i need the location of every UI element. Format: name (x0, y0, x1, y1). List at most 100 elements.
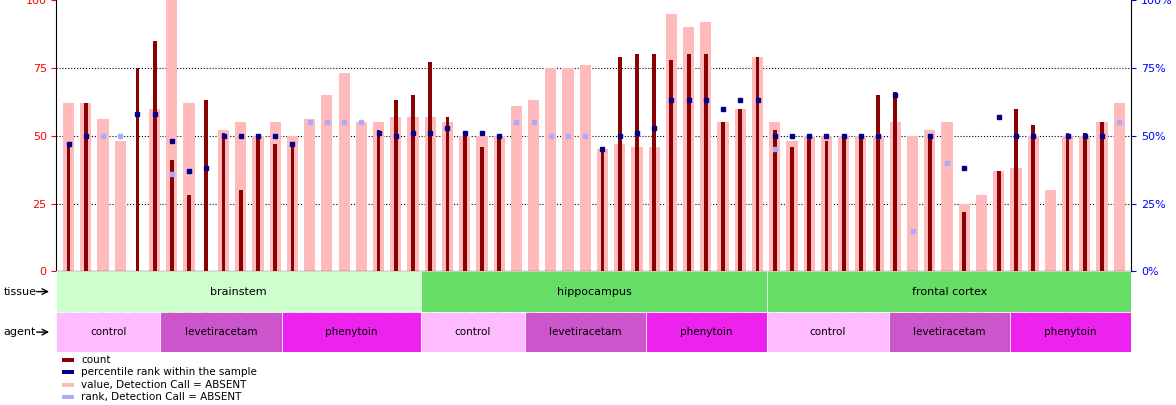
Bar (1062, 136, 1074, 271)
Bar (160, 312, 282, 352)
Bar (421, 271, 767, 312)
Bar (407, 117, 419, 271)
Bar (256, 136, 260, 271)
Bar (739, 109, 742, 271)
Bar (1014, 109, 1017, 271)
Bar (239, 190, 242, 271)
Bar (1028, 136, 1038, 271)
Bar (803, 136, 815, 271)
Bar (649, 147, 660, 271)
Text: rank, Detection Call = ABSENT: rank, Detection Call = ABSENT (81, 392, 241, 402)
Bar (1100, 122, 1104, 271)
Bar (494, 136, 505, 271)
Bar (446, 117, 449, 271)
Text: phenytoin: phenytoin (325, 327, 377, 337)
Text: count: count (81, 355, 111, 365)
Bar (942, 122, 953, 271)
Bar (114, 141, 126, 271)
Bar (205, 100, 208, 271)
Text: percentile rank within the sample: percentile rank within the sample (81, 367, 258, 377)
Bar (838, 136, 849, 271)
Text: agent: agent (4, 327, 36, 337)
Text: levetiracetam: levetiracetam (185, 327, 258, 337)
Bar (962, 212, 967, 271)
Bar (166, 0, 178, 271)
Bar (528, 100, 539, 271)
Bar (497, 139, 501, 271)
Bar (562, 68, 574, 271)
Bar (646, 312, 767, 352)
Bar (756, 57, 760, 271)
Bar (894, 92, 897, 271)
Bar (153, 41, 156, 271)
Bar (149, 109, 160, 271)
Bar (635, 54, 639, 271)
Bar (580, 65, 590, 271)
Text: phenytoin: phenytoin (1044, 327, 1097, 337)
Bar (459, 136, 470, 271)
Bar (1096, 122, 1108, 271)
Bar (807, 136, 811, 271)
Bar (253, 136, 263, 271)
Bar (524, 312, 646, 352)
Bar (597, 149, 608, 271)
Bar (1114, 103, 1125, 271)
Bar (394, 100, 397, 271)
Bar (187, 195, 191, 271)
Bar (700, 22, 711, 271)
Bar (62, 103, 74, 271)
Bar (687, 54, 690, 271)
Bar (824, 141, 828, 271)
Bar (924, 130, 935, 271)
Bar (821, 136, 833, 271)
Bar (997, 171, 1001, 271)
Bar (56, 312, 160, 352)
Bar (442, 122, 453, 271)
Text: frontal cortex: frontal cortex (911, 287, 987, 296)
Bar (717, 122, 729, 271)
Bar (476, 136, 488, 271)
Bar (1080, 136, 1090, 271)
Bar (890, 122, 901, 271)
Bar (721, 122, 724, 271)
Bar (873, 136, 883, 271)
Bar (56, 271, 421, 312)
Bar (510, 106, 522, 271)
Bar (290, 147, 294, 271)
Bar (958, 203, 970, 271)
Bar (787, 141, 797, 271)
Bar (858, 136, 863, 271)
Bar (373, 122, 385, 271)
Text: brainstem: brainstem (211, 287, 267, 296)
Bar (614, 144, 626, 271)
Bar (889, 312, 1010, 352)
Bar (321, 95, 333, 271)
Bar (355, 122, 367, 271)
Bar (767, 271, 1131, 312)
Bar (80, 103, 92, 271)
Bar (171, 160, 174, 271)
Bar (135, 68, 139, 271)
Text: value, Detection Call = ABSENT: value, Detection Call = ABSENT (81, 379, 247, 390)
Bar (767, 312, 889, 352)
Bar (683, 27, 694, 271)
Bar (976, 195, 987, 271)
Bar (769, 122, 781, 271)
Bar (1010, 168, 1022, 271)
Bar (632, 147, 642, 271)
Bar (601, 149, 604, 271)
Bar (221, 133, 226, 271)
Bar (390, 117, 401, 271)
Bar (282, 312, 421, 352)
Bar (218, 130, 229, 271)
Bar (83, 103, 88, 271)
Text: phenytoin: phenytoin (681, 327, 733, 337)
Bar (907, 136, 918, 271)
Text: control: control (454, 327, 490, 337)
Bar (463, 136, 467, 271)
Bar (928, 136, 931, 271)
Bar (339, 73, 349, 271)
Bar (98, 119, 108, 271)
Bar (993, 171, 1004, 271)
Bar (666, 13, 677, 271)
